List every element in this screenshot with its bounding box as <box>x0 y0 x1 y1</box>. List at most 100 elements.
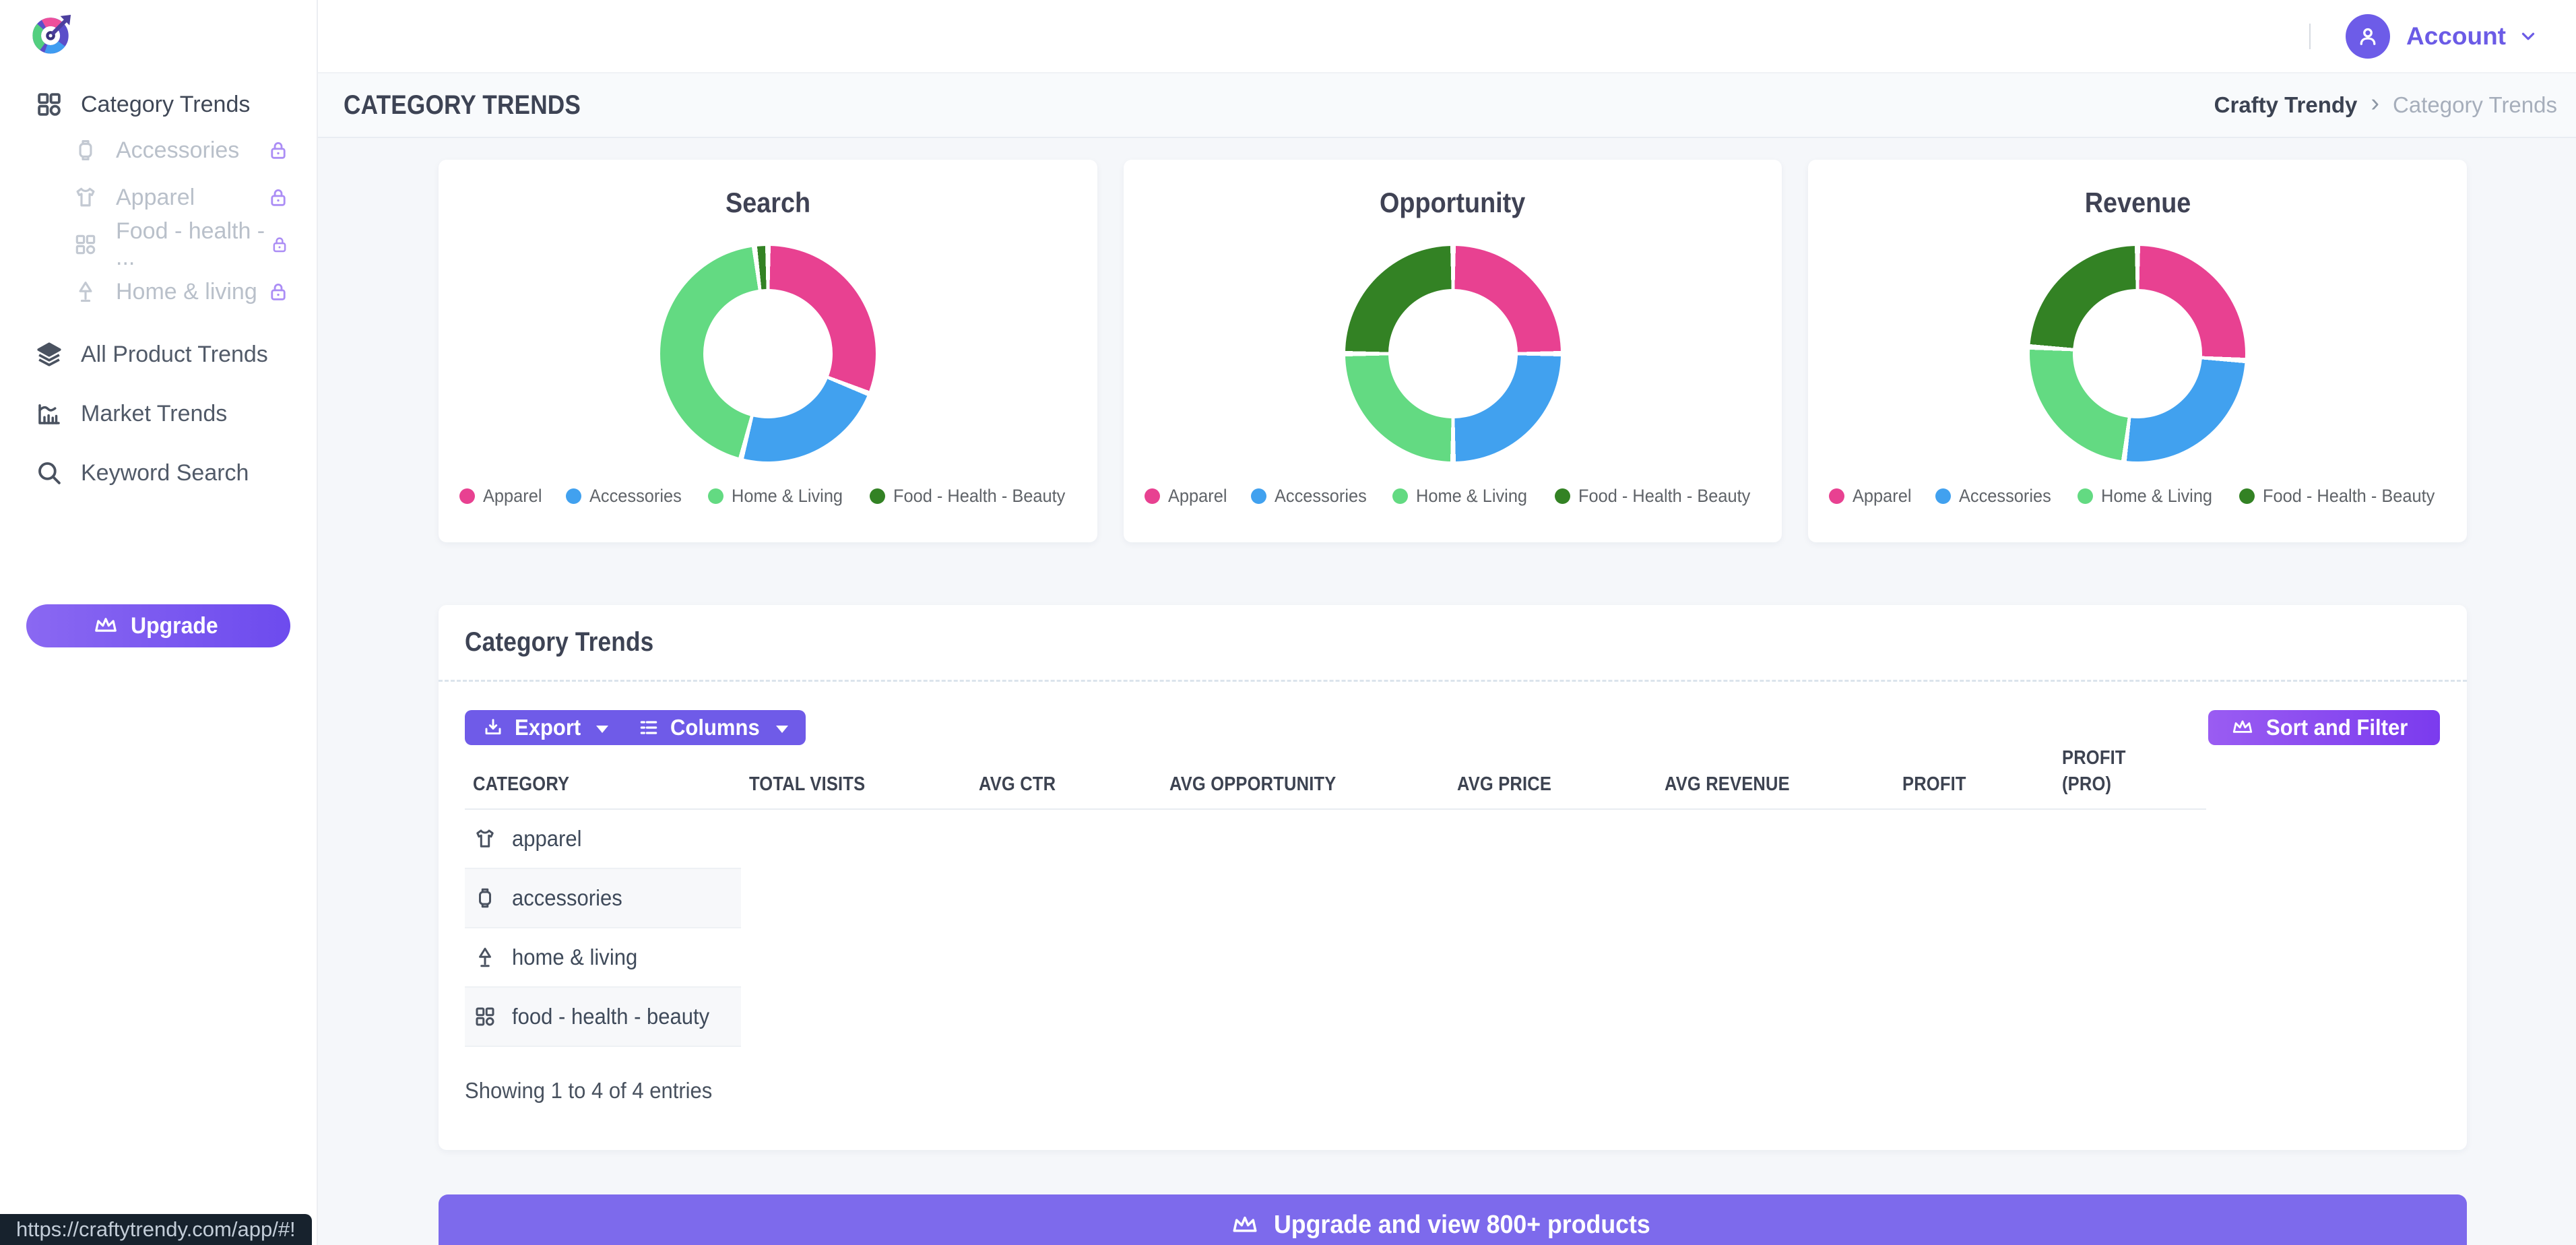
sidebar-item-food-health[interactable]: Food - health - ... <box>0 218 317 270</box>
donut-chart-revenue <box>2030 246 2246 461</box>
donut-hole <box>2073 289 2203 418</box>
column-header-total-visits: TOTAL VISITS <box>749 773 866 796</box>
column-header-avg-opportunity: AVG OPPORTUNITY <box>1169 773 1337 796</box>
chart-title: Revenue <box>2084 187 2191 218</box>
breadcrumb: Crafty Trendy › Category Trends <box>2214 90 2557 120</box>
table-row: home & living <box>465 928 2206 988</box>
sidebar-item-market-trends[interactable]: Market Trends <box>0 384 317 443</box>
topbar-divider <box>2309 23 2311 49</box>
legend-label: Food - Health - Beauty <box>893 486 1066 506</box>
export-button[interactable]: Export <box>482 715 608 740</box>
column-header-avg-revenue: AVG REVENUE <box>1665 773 1790 796</box>
tshirt-icon <box>73 185 98 210</box>
sidebar-item-home-living[interactable]: Home & living <box>0 268 317 315</box>
sidebar-item-all-product-trends[interactable]: All Product Trends <box>0 325 317 384</box>
caret-down-icon <box>775 725 788 733</box>
category-cell-home-living[interactable]: home & living <box>465 928 741 988</box>
column-header-profit: PROFIT <box>1902 773 1966 796</box>
legend-label: Food - Health - Beauty <box>1578 486 1751 506</box>
legend-item[interactable]: Apparel <box>1829 486 1915 507</box>
category-cell-food-health-beauty[interactable]: food - health - beauty <box>465 988 741 1048</box>
chevron-down-icon <box>2521 32 2535 40</box>
sidebar-item-label: Keyword Search <box>81 459 249 486</box>
watch-icon <box>73 137 98 163</box>
column-header-avg-price: AVG PRICE <box>1457 773 1552 796</box>
crown-icon <box>95 618 117 632</box>
sidebar-item-label: Home & living <box>116 278 257 305</box>
sidebar-item-accessories[interactable]: Accessories <box>0 127 317 174</box>
sidebar: Category Trends Accessories <box>0 0 318 1245</box>
sidebar-item-apparel[interactable]: Apparel <box>0 174 317 221</box>
legend-item[interactable]: Food - Health - Beauty <box>1554 486 1762 507</box>
avatar[interactable] <box>2346 13 2390 59</box>
watch-icon <box>479 889 491 908</box>
legend-item[interactable]: Accessories <box>1250 486 1373 507</box>
category-cell-accessories[interactable]: accessories <box>465 869 741 929</box>
lock-icon <box>267 279 290 305</box>
sidebar-item-label: Apparel <box>116 184 195 210</box>
sidebar-item-category-trends[interactable]: Category Trends <box>0 82 317 127</box>
breadcrumb-separator-icon: › <box>2371 89 2380 117</box>
legend-label: Accessories <box>1274 486 1367 506</box>
donut-chart-opportunity <box>1345 246 1561 461</box>
legend-item[interactable]: Food - Health - Beauty <box>2239 486 2446 507</box>
lock-icon <box>267 137 290 163</box>
legend-item[interactable]: Accessories <box>565 486 688 507</box>
card-title: Category Trends <box>465 627 654 657</box>
chart-title: Search <box>725 187 810 218</box>
legend-item[interactable]: Home & Living <box>2077 486 2220 507</box>
grid-icon <box>35 90 63 119</box>
columns-button[interactable]: Columns <box>638 715 788 740</box>
legend-item[interactable]: Home & Living <box>707 486 850 507</box>
column-header-avg-ctr: AVG CTR <box>979 773 1056 796</box>
lamp-icon <box>479 948 491 967</box>
upgrade-button-label: Upgrade <box>131 612 218 639</box>
search-icon <box>35 459 63 487</box>
category-trends-table: CATEGORY TOTAL VISITS AVG CTR AVG OPPORT… <box>465 745 2206 1048</box>
layers-icon <box>35 340 63 369</box>
breadcrumb-current: Category Trends <box>2393 92 2557 117</box>
legend-dot <box>870 488 886 504</box>
crown-icon <box>2233 720 2253 733</box>
category-label: food - health - beauty <box>512 1004 710 1029</box>
upgrade-banner-label: Upgrade and view 800+ products <box>1274 1211 1651 1239</box>
legend-item[interactable]: Accessories <box>1935 486 2057 507</box>
sidebar-item-label: All Product Trends <box>81 341 268 367</box>
legend-item[interactable]: Apparel <box>459 486 546 507</box>
category-label: accessories <box>512 885 622 911</box>
legend-label: Home & Living <box>2100 486 2212 506</box>
chart-legend: Apparel Accessories Home & Living Food -… <box>1124 486 1782 507</box>
charts-row: Search Apparel Accessories <box>439 160 2468 542</box>
chart-card-search: Search Apparel Accessories <box>439 160 1097 542</box>
sort-and-filter-button[interactable]: Sort and Filter <box>2208 710 2440 745</box>
legend-dot <box>707 488 723 504</box>
breadcrumb-root[interactable]: Crafty Trendy <box>2214 92 2358 117</box>
legend-label: Accessories <box>1959 486 2052 506</box>
legend-dot <box>1935 488 1952 504</box>
legend-item[interactable]: Home & Living <box>1392 486 1535 507</box>
table-row: accessories <box>465 869 2206 929</box>
upgrade-button[interactable]: Upgrade <box>26 604 290 647</box>
column-header-category: CATEGORY <box>473 773 570 796</box>
table-row: food - health - beauty <box>465 988 2206 1048</box>
chart-legend: Apparel Accessories Home & Living Food -… <box>1808 486 2467 507</box>
legend-item[interactable]: Food - Health - Beauty <box>870 486 1076 507</box>
legend-dot <box>1392 488 1409 504</box>
donut-hole <box>703 289 833 418</box>
legend-dot <box>1829 488 1845 504</box>
legend-item[interactable]: Apparel <box>1144 486 1231 507</box>
legend-label: Apparel <box>1167 486 1227 506</box>
sidebar-item-keyword-search[interactable]: Keyword Search <box>0 443 317 503</box>
grid-icon <box>476 1007 494 1026</box>
card-header: Category Trends <box>439 605 2467 682</box>
sidebar-item-label: Category Trends <box>81 91 251 117</box>
crafty-trendy-logo-icon[interactable] <box>31 13 73 55</box>
upgrade-banner-button[interactable]: Upgrade and view 800+ products <box>439 1194 2467 1245</box>
donut-hole <box>1388 289 1518 418</box>
category-cell-apparel[interactable]: apparel <box>465 810 741 870</box>
chart-card-revenue: Revenue Apparel Accessories <box>1808 160 2468 542</box>
account-menu[interactable]: Account <box>2406 22 2538 51</box>
table-header-row: CATEGORY TOTAL VISITS AVG CTR AVG OPPORT… <box>465 745 2206 810</box>
grid-icon <box>73 232 98 257</box>
legend-label: Apparel <box>1853 486 1912 506</box>
